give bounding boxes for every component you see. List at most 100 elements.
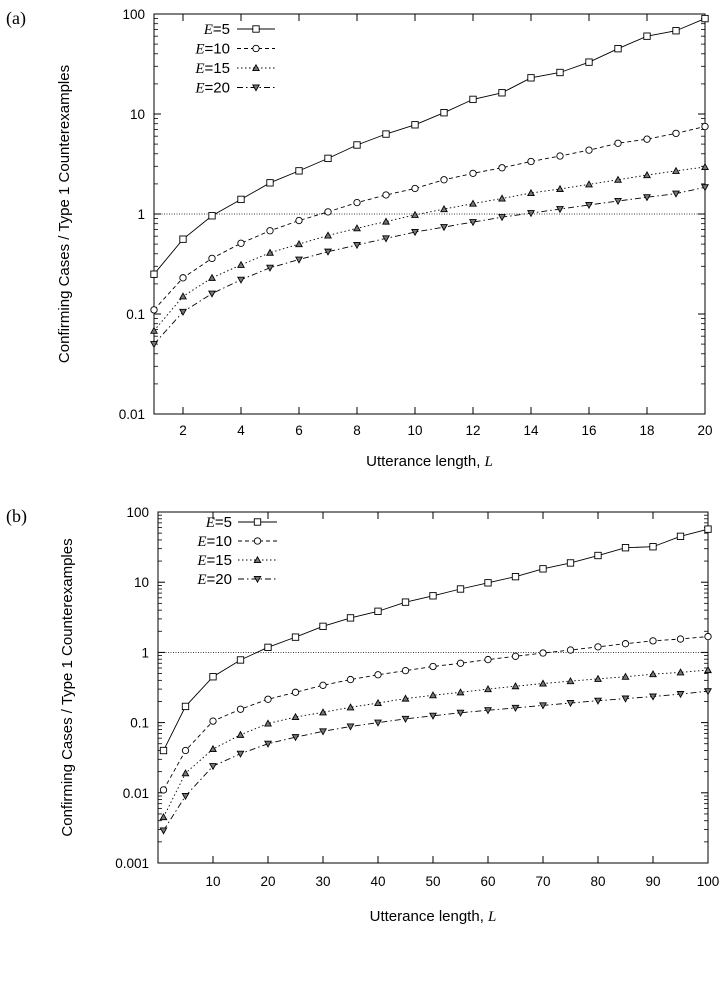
data-point	[469, 219, 477, 227]
data-point	[236, 730, 245, 738]
data-point	[649, 670, 657, 678]
x-tick-label: 20	[697, 423, 712, 438]
data-point	[429, 662, 437, 671]
data-point	[382, 191, 390, 199]
data-point	[539, 679, 547, 687]
data-point	[621, 640, 630, 648]
data-point	[264, 643, 272, 652]
data-point	[319, 728, 327, 736]
y-tick-label: 0.1	[126, 307, 145, 322]
legend-variable: E	[196, 534, 206, 550]
legend-value: =5	[213, 21, 230, 38]
y-tick-label: 10	[130, 107, 145, 122]
data-point	[181, 746, 190, 755]
data-point	[672, 129, 680, 138]
panel-label: (a)	[6, 8, 26, 29]
legend-label: E=20	[196, 571, 232, 588]
data-point	[498, 164, 506, 172]
series-e20	[150, 184, 709, 349]
data-point	[159, 746, 168, 755]
data-point	[324, 208, 332, 216]
data-point	[150, 270, 158, 278]
data-point	[556, 68, 564, 77]
series-line	[153, 166, 706, 332]
data-point	[319, 622, 327, 631]
data-point	[701, 162, 709, 171]
data-point	[181, 702, 190, 711]
data-point	[295, 239, 303, 248]
data-point	[237, 276, 245, 284]
data-point	[382, 235, 390, 243]
data-point	[704, 665, 712, 674]
x-tick-label: 20	[260, 874, 275, 889]
plot-frame	[157, 511, 709, 864]
data-point	[585, 146, 593, 154]
x-tick-label: 30	[315, 874, 330, 889]
data-point	[469, 169, 477, 177]
legend-value: =10	[205, 41, 230, 58]
data-point	[181, 793, 190, 801]
data-point	[484, 579, 492, 587]
data-point	[585, 58, 593, 66]
data-point	[382, 217, 390, 225]
data-point	[701, 184, 709, 192]
data-point	[556, 206, 564, 214]
data-point	[643, 32, 651, 40]
data-point	[614, 45, 622, 53]
x-tick-label: 16	[581, 423, 596, 438]
data-point	[643, 170, 651, 179]
data-point	[621, 672, 630, 680]
data-point	[291, 734, 300, 742]
data-point	[511, 652, 520, 660]
data-point	[179, 235, 187, 243]
data-point	[236, 750, 245, 758]
data-point	[469, 199, 477, 207]
legend-variable: E	[194, 61, 204, 77]
series-e10	[150, 122, 709, 314]
data-point	[374, 698, 382, 707]
data-point	[346, 703, 355, 711]
data-point	[401, 598, 410, 606]
x-axis-title-text: Utterance length,	[370, 908, 488, 925]
legend-marker	[253, 518, 262, 526]
data-point	[411, 210, 419, 218]
data-point	[704, 688, 712, 696]
data-point	[295, 167, 303, 175]
x-tick-label: 80	[590, 874, 605, 889]
series-e20	[159, 688, 712, 835]
y-tick-label: 0.01	[119, 407, 145, 422]
data-point	[469, 95, 477, 104]
y-tick-label: 10	[134, 575, 149, 590]
data-point	[411, 184, 419, 193]
data-point	[676, 532, 685, 540]
data-point	[266, 264, 274, 272]
y-tick-label: 1	[141, 645, 149, 660]
data-point	[179, 274, 187, 282]
legend-value: =10	[207, 533, 232, 550]
data-point	[353, 224, 361, 232]
data-point	[237, 195, 245, 204]
data-point	[498, 214, 506, 222]
x-tick-label: 60	[480, 874, 495, 889]
data-point	[621, 544, 630, 552]
data-point	[266, 179, 274, 187]
series-line	[163, 636, 709, 791]
data-point	[649, 637, 657, 645]
data-point	[159, 827, 168, 835]
data-point	[264, 740, 272, 748]
legend-value: =20	[207, 571, 232, 588]
legend-marker	[253, 575, 262, 584]
data-point	[527, 157, 535, 166]
y-tick-label: 100	[122, 7, 145, 22]
data-point	[621, 695, 630, 703]
y-tick-label: 0.01	[123, 786, 149, 801]
data-point	[179, 292, 187, 300]
legend-variable: E	[196, 553, 206, 569]
data-point	[159, 786, 168, 794]
x-tick-label: 8	[353, 423, 361, 438]
data-point	[353, 198, 361, 207]
series-line	[153, 126, 706, 311]
data-point	[456, 709, 465, 717]
data-point	[209, 717, 217, 725]
x-tick-label: 12	[465, 423, 480, 438]
